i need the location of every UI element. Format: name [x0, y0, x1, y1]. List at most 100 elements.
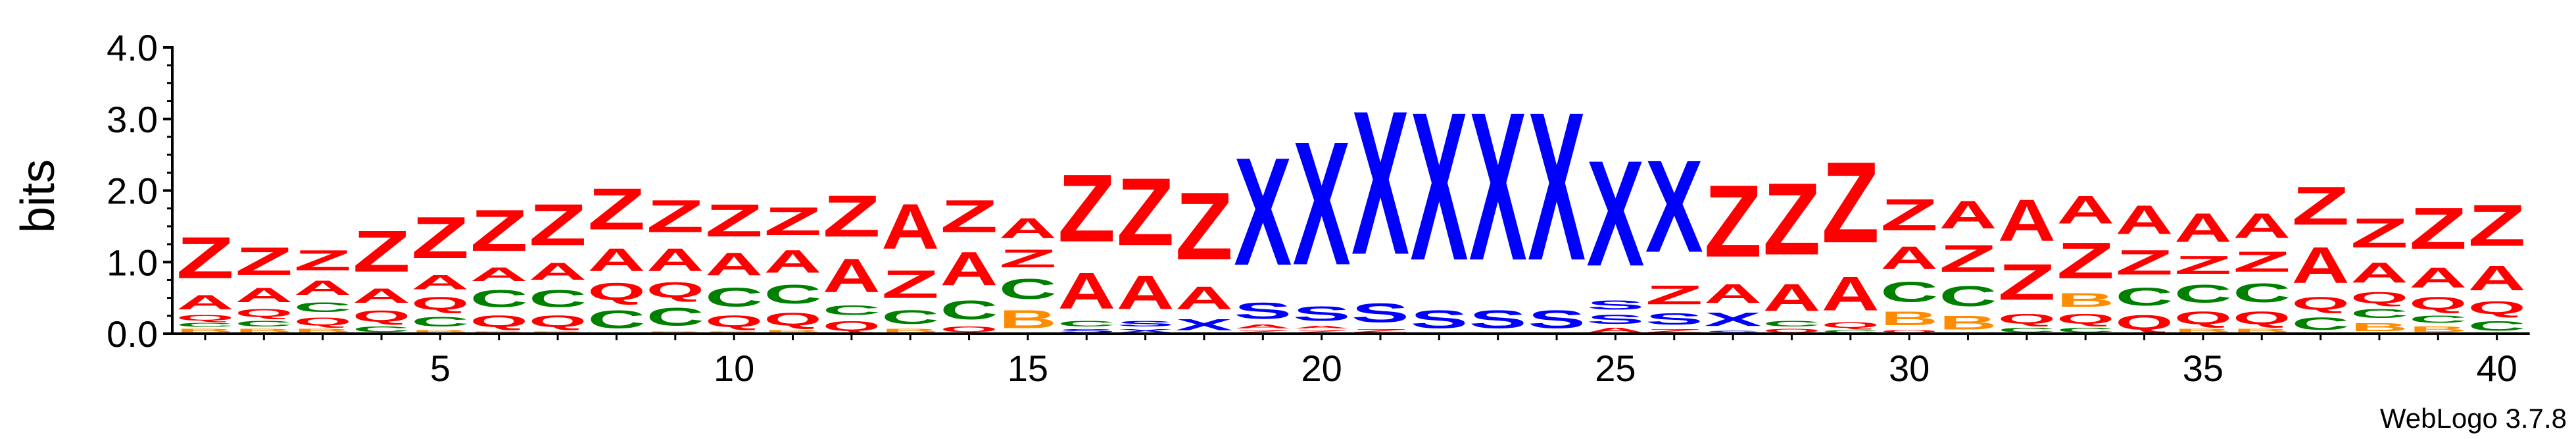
logo-column-22: SX: [1410, 68, 1468, 334]
logo-letter-C: C: [2233, 278, 2291, 309]
logo-letter-A: A: [294, 276, 352, 299]
logo-letter-Q: Q: [2468, 298, 2526, 318]
logo-letter-A: A: [646, 242, 704, 278]
logo-letter-C: C: [940, 296, 998, 326]
logo-letter-Z: Z: [470, 197, 528, 263]
logo-letter-C: C: [2056, 326, 2114, 334]
logo-letter-A: A: [470, 263, 528, 285]
logo-letter-B: B: [411, 330, 469, 334]
logo-letter-C: C: [1057, 319, 1115, 328]
logo-letter-A: A: [881, 191, 939, 263]
logo-letter-S: S: [1586, 298, 1644, 313]
logo-letter-Z: Z: [1645, 328, 1703, 334]
logo-letter-Z: Z: [352, 219, 410, 284]
logo-letter-C: C: [470, 285, 528, 313]
logo-letter-Q: Q: [764, 309, 822, 329]
logo-letter-Z: Z: [2233, 245, 2291, 278]
y-tick-label: 2.0: [107, 170, 158, 212]
logo-letter-B: B: [705, 331, 763, 334]
x-tick-label: 15: [1008, 348, 1048, 389]
logo-letter-A: A: [1822, 267, 1880, 321]
logo-letter-Q: Q: [1880, 329, 1938, 334]
logo-letter-Z: Z: [2174, 251, 2232, 280]
logo-letter-S: S: [1234, 298, 1292, 324]
logo-letter-X: X: [1234, 126, 1292, 298]
logo-letter-X: X: [1528, 68, 1586, 305]
logo-letter-Z: Z: [1998, 253, 2056, 311]
logo-letter-C: C: [2409, 314, 2467, 325]
logo-letter-A: A: [1057, 262, 1115, 320]
logo-letter-B: B: [881, 328, 939, 334]
logo-letter-Z: Z: [1351, 328, 1409, 334]
logo-letter-Q: Q: [470, 313, 528, 331]
logo-letter-A: A: [352, 284, 410, 307]
logo-letter-A: A: [1998, 188, 2056, 254]
logo-letter-Z: Z: [2468, 193, 2526, 259]
logo-letter-S: S: [1469, 305, 1527, 334]
logo-letter-Z: Z: [705, 195, 763, 247]
logo-letter-X: X: [1117, 328, 1175, 334]
logo-letter-C: C: [235, 319, 293, 328]
logo-letter-A: A: [1117, 266, 1175, 320]
axes: 0.0 1.0 2.0 3.0 4.0 5 10 15 20 25 30 35 40: [107, 27, 2530, 389]
x-tick-label: 30: [1889, 348, 1930, 389]
logo-letter-A: A: [176, 290, 234, 313]
logo-letter-Z: Z: [2292, 176, 2350, 236]
logo-letter-Z: Z: [1704, 163, 1762, 278]
logo-letter-S: S: [1293, 302, 1351, 325]
logo-letter-Z: Z: [999, 244, 1057, 273]
weblogo-credit: WebLogo 3.7.8: [2380, 403, 2567, 434]
logo-letter-Z: Z: [411, 205, 469, 271]
logo-letter-A: A: [2233, 206, 2291, 245]
logo-letter-Z: Z: [1175, 172, 1233, 280]
logo-column-23: SX: [1469, 68, 1527, 334]
logo-letter-Q: Q: [529, 313, 587, 331]
logo-letter-A: A: [411, 271, 469, 294]
logo-letter-A: A: [999, 212, 1057, 244]
logo-letter-Z: Z: [823, 184, 881, 249]
logo-letter-B: B: [2233, 328, 2291, 334]
logo-letter-X: X: [1469, 68, 1527, 305]
x-tick-label: 5: [430, 348, 450, 389]
logo-letter-A: A: [1880, 240, 1938, 276]
logo-letter-A: A: [1293, 325, 1351, 330]
logo-letter-S: S: [1704, 330, 1762, 334]
logo-letter-X: X: [1293, 105, 1351, 301]
logo-letter-A: A: [1234, 324, 1292, 330]
logo-letter-Q: Q: [235, 307, 293, 320]
logo-letter-Q: Q: [2233, 308, 2291, 328]
logo-letter-Q: Q: [176, 314, 234, 323]
logo-letter-C: C: [1998, 326, 2056, 334]
logo-letter-C: C: [1939, 280, 1997, 313]
logo-letter-Q: Q: [352, 307, 410, 325]
logo-letter-Z: Z: [1762, 161, 1820, 276]
logo-letter-A: A: [235, 284, 293, 307]
x-axis-ticks: 5 10 15 20 25 30 35 40: [204, 334, 2517, 389]
logo-letter-C: C: [1822, 330, 1880, 334]
logo-letter-A: A: [1175, 280, 1233, 316]
logo-letter-Z: Z: [294, 244, 352, 276]
logo-letter-B: B: [1939, 312, 1997, 334]
y-axis-ticks: 0.0 1.0 2.0 3.0 4.0: [107, 27, 172, 355]
logo-column-21: ZSX: [1351, 68, 1409, 334]
logo-letter-A: A: [2174, 205, 2232, 251]
logo-letter-S: S: [1410, 305, 1468, 334]
logo-letter-B: B: [294, 328, 352, 334]
logo-letter-C: C: [2174, 280, 2232, 309]
